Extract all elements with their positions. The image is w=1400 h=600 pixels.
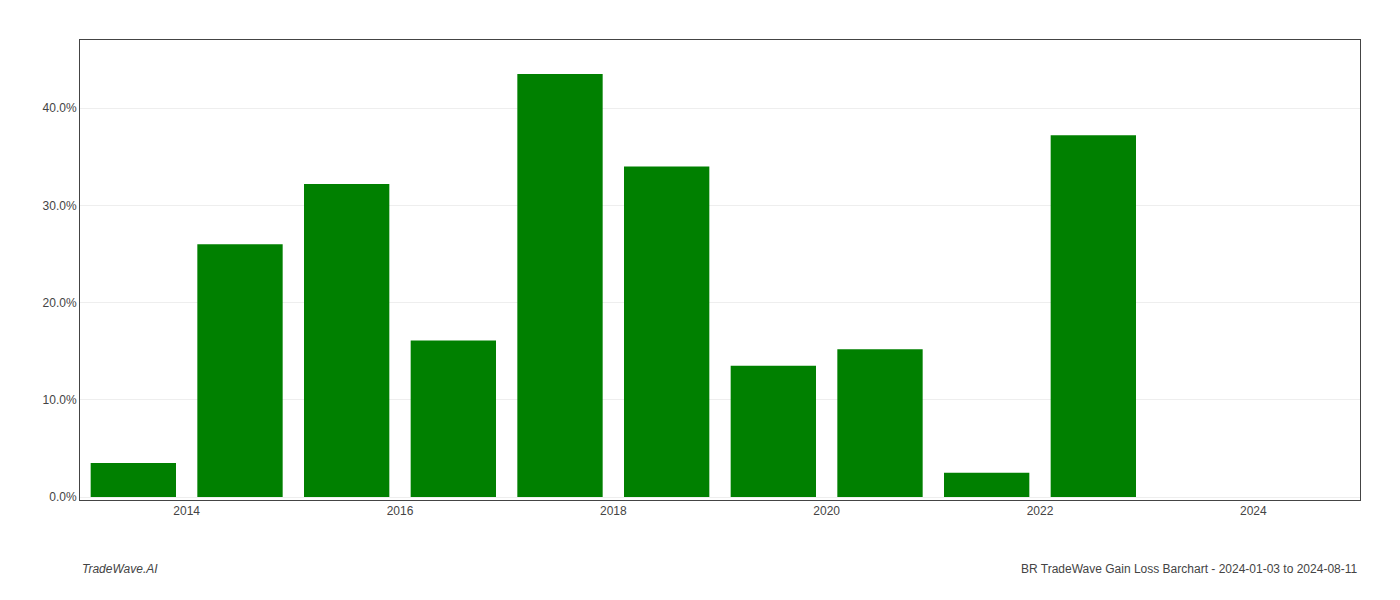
svg-text:BR TradeWave Gain Loss Barchar: BR TradeWave Gain Loss Barchart - 2024-0… (1021, 562, 1358, 576)
svg-text:0.0%: 0.0% (49, 490, 77, 504)
svg-text:30.0%: 30.0% (43, 199, 77, 213)
svg-text:20.0%: 20.0% (43, 296, 77, 310)
svg-text:2014: 2014 (173, 504, 200, 518)
svg-text:2022: 2022 (1027, 504, 1054, 518)
svg-text:2020: 2020 (813, 504, 840, 518)
svg-text:10.0%: 10.0% (43, 393, 77, 407)
svg-text:2016: 2016 (387, 504, 414, 518)
svg-text:2018: 2018 (600, 504, 627, 518)
svg-text:TradeWave.AI: TradeWave.AI (82, 562, 158, 576)
svg-text:40.0%: 40.0% (43, 101, 77, 115)
svg-text:2024: 2024 (1240, 504, 1267, 518)
